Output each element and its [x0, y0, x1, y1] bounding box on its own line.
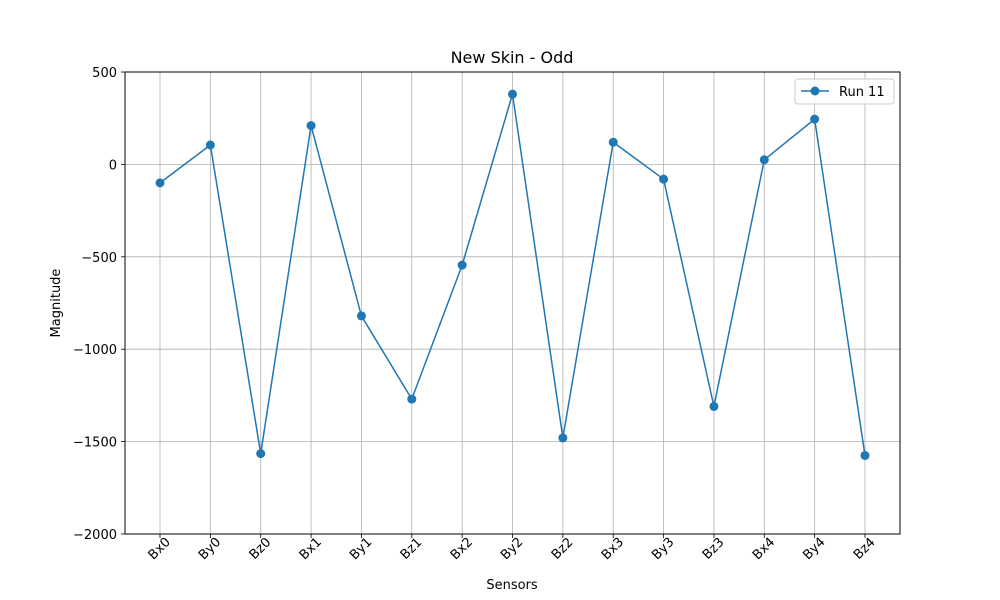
data-point: [659, 174, 669, 184]
y-tick-label: −1500: [73, 436, 117, 451]
y-axis: 500 0 −500 −1000 −1500 −2000: [73, 66, 125, 543]
data-point: [860, 450, 870, 460]
data-point: [205, 140, 215, 150]
legend-label: Run 11: [839, 85, 885, 100]
data-point: [407, 394, 417, 404]
grid: [125, 71, 900, 535]
y-tick-label: −1000: [73, 343, 117, 358]
data-point: [508, 89, 517, 99]
data-point: [759, 155, 769, 165]
legend-marker: [810, 86, 820, 96]
data-point: [457, 260, 467, 270]
data-point: [608, 137, 618, 147]
data-point: [709, 401, 719, 411]
data-point: [356, 311, 366, 321]
chart-title: New Skin - Odd: [451, 48, 574, 67]
data-point: [306, 121, 316, 131]
legend: Run 11: [794, 78, 895, 105]
series-layer: [155, 89, 870, 460]
data-point: [256, 449, 266, 459]
y-tick-label: 500: [92, 66, 117, 81]
data-point: [155, 178, 165, 188]
y-tick-label: −2000: [73, 528, 117, 543]
x-axis-label: Sensors: [486, 578, 538, 593]
data-point: [558, 433, 568, 443]
legend-box: [794, 78, 895, 105]
y-axis-label: Magnitude: [49, 269, 64, 338]
y-tick-label: −500: [81, 251, 117, 266]
data-point: [810, 114, 820, 124]
y-tick-label: 0: [109, 158, 117, 173]
